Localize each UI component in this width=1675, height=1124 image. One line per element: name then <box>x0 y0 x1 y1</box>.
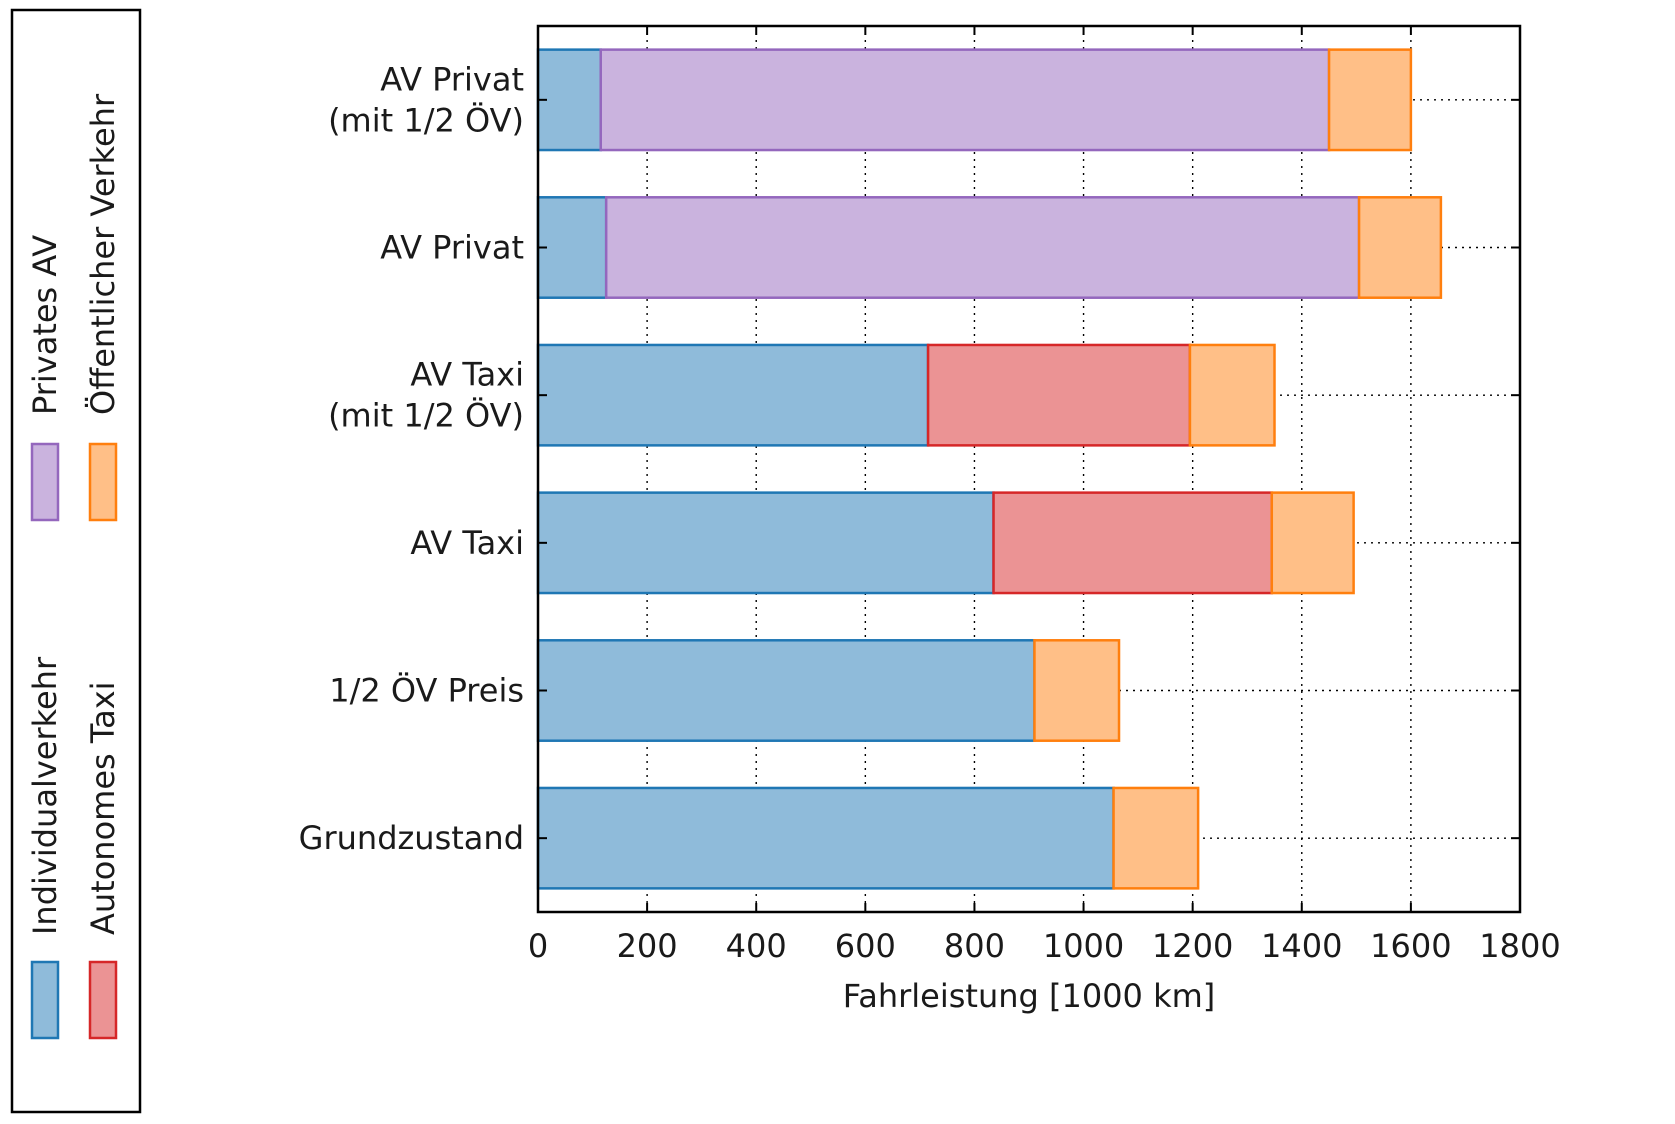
x-tick-label: 1600 <box>1370 927 1451 965</box>
x-tick-label: 600 <box>835 927 896 965</box>
bar-autonomes-taxi-av-taxi-mit-1-2-oev <box>926 343 1192 447</box>
bar-individualverkehr-av-taxi <box>536 491 995 595</box>
bar-autonomes-taxi-av-taxi <box>992 491 1274 595</box>
legend-label-oeffentlicher-verkehr: Öffentlicher Verkehr <box>84 93 122 415</box>
axis-labels: Fahrleistung [1000 km] <box>843 977 1216 1015</box>
x-tick-label: 1200 <box>1152 927 1233 965</box>
x-tick-label: 1000 <box>1043 927 1124 965</box>
legend-label-autonomes-taxi: Autonomes Taxi <box>84 681 122 935</box>
bar-oeffentlicher-verkehr-av-privat-mit-1-2-oev <box>1327 48 1413 152</box>
legend-swatch-autonomes-taxi <box>88 960 118 1040</box>
x-tick-label: 400 <box>726 927 787 965</box>
bar-individualverkehr-1-2-oev-preis <box>536 639 1036 742</box>
x-tick-label: 800 <box>944 927 1005 965</box>
y-tick-label-av-taxi-mit-1-2-oev: AV Taxi (mit 1/2 ÖV) <box>328 356 524 435</box>
legend: Individualverkehr Autonomes Taxi Privates … <box>10 8 142 1114</box>
bar-oeffentlicher-verkehr-av-taxi-mit-1-2-oev <box>1188 343 1276 447</box>
legend-frame <box>10 8 142 1114</box>
y-tick-label-av-privat-mit-1-2-oev: AV Privat (mit 1/2 ÖV) <box>328 60 524 139</box>
legend-swatch-privates-av <box>30 442 60 522</box>
legend-label-individualverkehr: Individualverkehr <box>26 656 64 935</box>
bar-individualverkehr-av-privat <box>536 196 608 299</box>
bar-privates-av-av-privat <box>604 196 1361 299</box>
axis-ticks: 0 200 400 600 800 1000 1200 1400 1600 1800 AV Priv… <box>299 26 1561 965</box>
bar-oeffentlicher-verkehr-1-2-oev-preis <box>1033 639 1121 742</box>
x-tick-label: 200 <box>617 927 678 965</box>
legend-swatch-oeffentlicher-verkehr <box>88 442 118 522</box>
x-tick-label: 1400 <box>1261 927 1342 965</box>
y-tick-label-av-taxi: AV Taxi <box>410 524 524 562</box>
grid <box>538 26 1520 912</box>
x-axis-label: Fahrleistung [1000 km] <box>843 977 1216 1015</box>
x-tick-label: 1800 <box>1479 927 1560 965</box>
bar-oeffentlicher-verkehr-av-privat <box>1357 196 1443 299</box>
legend-swatch-individualverkehr <box>30 960 60 1040</box>
y-tick-label-1-2-oev-preis: 1/2 ÖV Preis <box>329 672 524 710</box>
bars <box>536 48 1443 890</box>
y-tick-label-grundzustand: Grundzustand <box>299 819 524 857</box>
y-tick-label-av-privat: AV Privat <box>380 229 524 267</box>
bar-privates-av-av-privat-mit-1-2-oev <box>599 48 1331 152</box>
bar-oeffentlicher-verkehr-av-taxi <box>1270 491 1355 595</box>
bar-individualverkehr-av-privat-mit-1-2-oev <box>536 48 602 152</box>
bar-individualverkehr-grundzustand <box>536 786 1115 890</box>
x-tick-label: 0 <box>528 927 548 965</box>
plot-frame <box>536 24 1522 914</box>
bar-individualverkehr-av-taxi-mit-1-2-oev <box>536 343 930 447</box>
legend-label-privates-av: Privates AV <box>26 235 64 415</box>
bar-oeffentlicher-verkehr-grundzustand <box>1112 786 1200 890</box>
